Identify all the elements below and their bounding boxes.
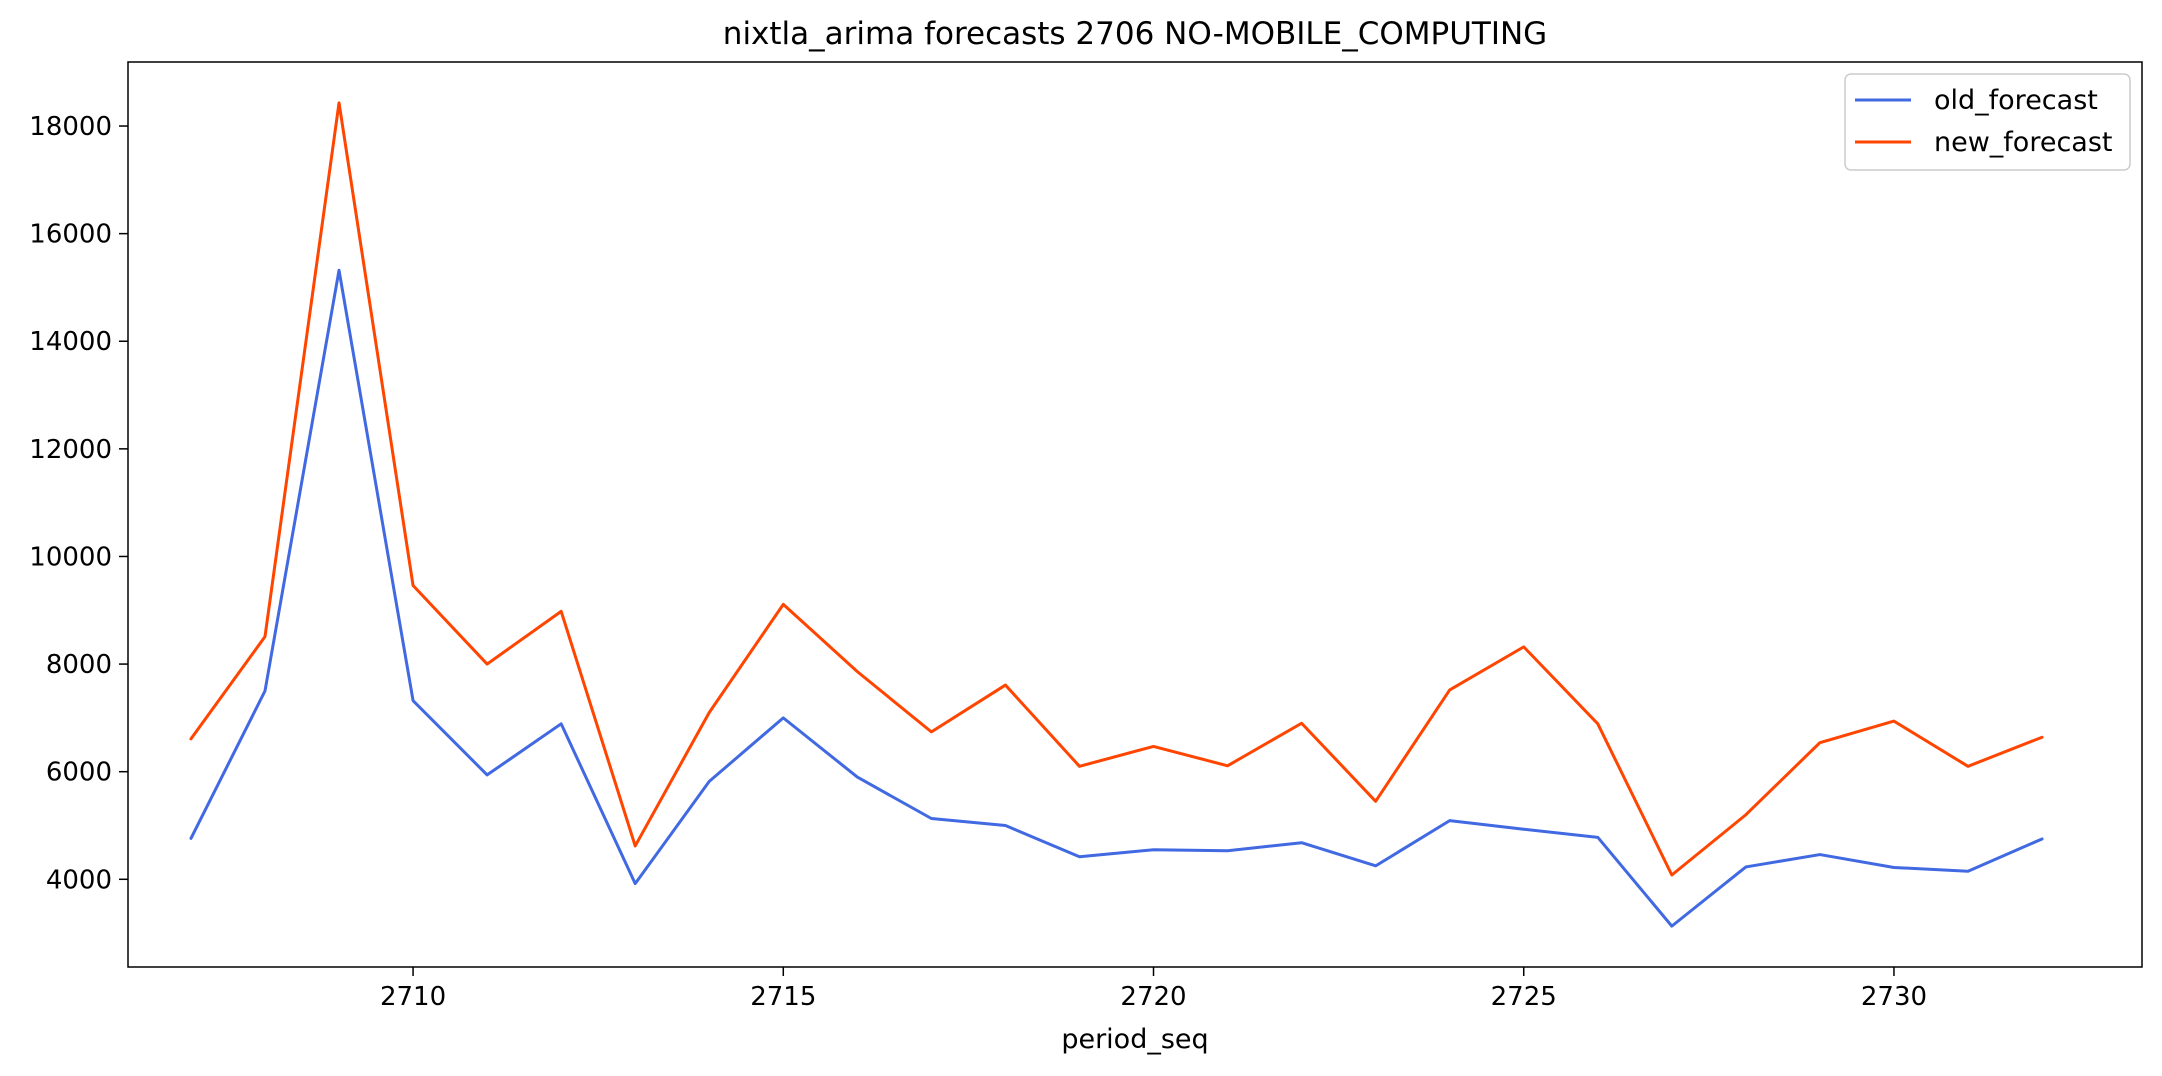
legend-label-new-forecast: new_forecast [1934,127,2113,158]
y-tick-label: 6000 [46,758,112,788]
y-tick-label: 8000 [46,650,112,680]
y-tick-label: 16000 [29,220,112,250]
x-tick-label: 2715 [750,982,816,1012]
x-axis-ticks: 2710 2715 2720 2725 2730 [380,967,1927,1012]
x-axis-title: period_seq [1061,1024,1208,1055]
chart-title: nixtla_arima forecasts 2706 NO-MOBILE_CO… [723,16,1547,52]
y-tick-label: 18000 [29,112,112,142]
y-tick-label: 14000 [29,327,112,357]
y-tick-label: 12000 [29,435,112,465]
series-layer [189,101,2044,928]
x-tick-label: 2725 [1491,982,1557,1012]
y-tick-label: 4000 [46,865,112,895]
chart-legend: old_forecast new_forecast [1844,73,2131,171]
series-line-new-forecast [189,101,2044,877]
plot-frame [127,61,2143,968]
x-tick-label: 2710 [380,982,446,1012]
series-line-old-forecast [189,268,2044,928]
y-axis-ticks: 4000 6000 8000 10000 12000 14000 16000 18000 [29,112,128,895]
legend-box [1844,73,2131,171]
x-tick-label: 2720 [1120,982,1186,1012]
x-tick-label: 2730 [1861,982,1927,1012]
legend-label-old-forecast: old_forecast [1934,85,2098,116]
y-tick-label: 10000 [29,542,112,572]
